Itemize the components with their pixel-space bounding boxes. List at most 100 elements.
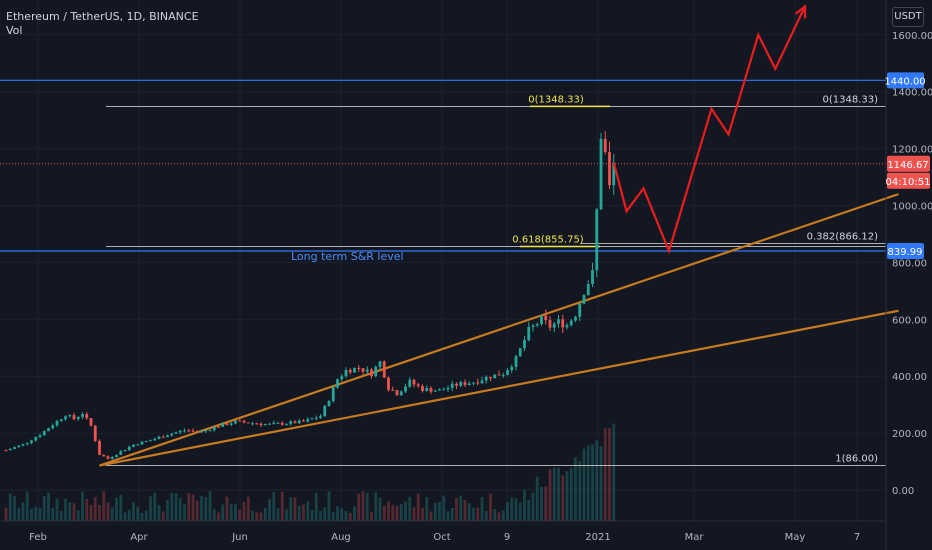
price-tick-label: 1400.00 <box>892 88 932 99</box>
candle <box>98 439 101 455</box>
current-price-tag <box>887 155 930 172</box>
time-tick-label: Mar <box>685 532 705 543</box>
candle-body <box>310 418 314 420</box>
volume-bar <box>331 511 335 521</box>
candle <box>348 367 352 375</box>
candle <box>272 420 276 425</box>
volume-bar <box>540 486 543 521</box>
candle <box>187 428 191 433</box>
candle-body <box>153 438 157 441</box>
trend-channel[interactable] <box>99 193 899 467</box>
projection-path[interactable] <box>612 4 807 255</box>
candle-body <box>535 324 539 326</box>
candle-body <box>72 415 76 420</box>
candle <box>582 294 586 305</box>
volume-bar <box>76 510 80 521</box>
candle <box>102 454 106 457</box>
time-tick-label: Jun <box>231 532 248 543</box>
volume-bar <box>578 461 582 521</box>
candle-body <box>455 383 458 386</box>
candle-body <box>178 430 182 433</box>
candle-body <box>51 425 55 429</box>
candle <box>484 375 488 384</box>
candle <box>276 421 280 424</box>
volume-bar <box>217 512 220 521</box>
candle <box>208 429 212 432</box>
candle <box>323 404 327 417</box>
candle-body <box>548 320 552 328</box>
volume-bar <box>391 505 395 521</box>
volume-bar <box>280 491 284 521</box>
price-axis[interactable]: 1600.00 1400.00 1200.00 1000.00 800.00 600.00… <box>884 31 932 497</box>
candle-body <box>569 320 573 326</box>
candle-body <box>612 162 616 186</box>
candle-body <box>285 423 288 425</box>
candle <box>297 419 301 424</box>
volume-bar <box>574 457 577 521</box>
volume-bar <box>93 496 97 521</box>
volume-bar <box>242 501 246 521</box>
candle <box>493 374 497 379</box>
volume-bar <box>297 505 301 521</box>
candle <box>425 385 429 392</box>
candle-body <box>599 138 603 210</box>
candle-body <box>374 366 378 377</box>
candle <box>259 422 263 428</box>
volume-bar <box>178 498 182 521</box>
volume-bar <box>17 507 21 521</box>
volume-bar <box>251 510 254 521</box>
candle-body <box>280 422 284 425</box>
candle <box>506 368 509 376</box>
symbol-title[interactable]: Ethereum / TetherUS, 1D, BINANCE <box>6 10 199 23</box>
candle-body <box>459 382 463 386</box>
candle-body <box>140 441 144 445</box>
volume-bar <box>323 507 327 521</box>
candle <box>310 417 314 420</box>
candle-body <box>429 387 433 392</box>
volume-bar <box>387 501 390 521</box>
candle <box>302 419 305 422</box>
time-axis[interactable]: Feb Apr Jun Aug Oct 9 2021 Mar May 7 <box>29 532 860 543</box>
volume-bar <box>136 506 140 521</box>
currency-button[interactable]: USDT <box>892 7 924 27</box>
candle-body <box>234 420 237 424</box>
fib-label-right: 0(1348.33) <box>822 94 878 105</box>
candle <box>501 372 505 378</box>
volume-bar <box>13 495 16 521</box>
grid <box>0 0 886 521</box>
price-tick-label: 1600.00 <box>892 31 932 42</box>
candle <box>166 434 169 438</box>
volume-bar <box>544 486 548 521</box>
volume-bar <box>212 509 216 521</box>
candle <box>242 420 246 424</box>
candle-body <box>302 420 305 422</box>
candle-body <box>47 428 50 432</box>
volume-bar <box>289 497 293 521</box>
candle-body <box>574 316 577 321</box>
candle <box>64 415 67 421</box>
candle <box>132 444 135 448</box>
volume-bar <box>548 469 552 521</box>
volume-bar <box>476 507 480 521</box>
volume-indicator-label[interactable]: Vol <box>6 24 23 37</box>
channel-line[interactable] <box>99 193 899 467</box>
candle-body <box>208 430 212 432</box>
countdown-tag-label: 04:10:51 <box>886 177 931 188</box>
volume-bar <box>455 497 458 521</box>
channel-line[interactable] <box>99 309 899 467</box>
volume-bar <box>119 494 123 521</box>
volume-bar <box>514 498 518 521</box>
candle-body <box>378 361 382 367</box>
candle <box>450 380 454 392</box>
candle <box>212 426 216 432</box>
candle <box>30 439 33 445</box>
volume-bar <box>395 505 399 521</box>
projection-line[interactable] <box>612 5 806 255</box>
candle <box>161 435 165 438</box>
candle <box>378 360 382 370</box>
candle-body <box>13 447 16 449</box>
candle-body <box>344 369 348 377</box>
volume-bar <box>552 467 556 521</box>
candle-body <box>204 430 208 432</box>
